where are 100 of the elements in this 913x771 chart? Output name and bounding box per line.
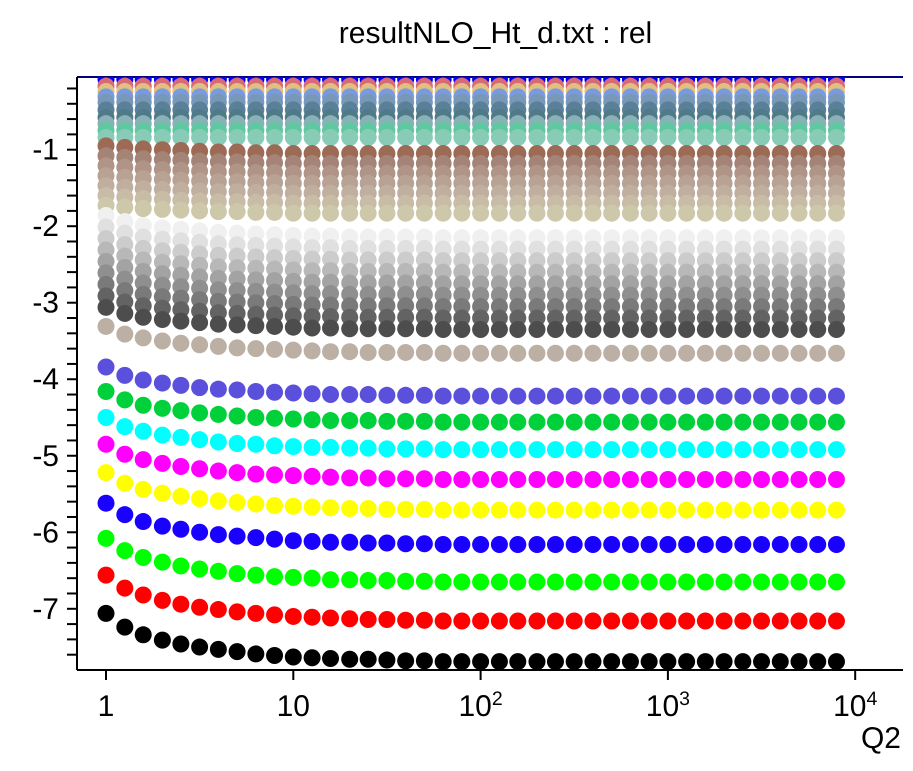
point: [622, 128, 639, 146]
point: [172, 402, 190, 420]
point: [566, 536, 583, 554]
point: [659, 344, 676, 362]
point: [809, 536, 826, 554]
point: [772, 414, 789, 431]
point: [116, 446, 134, 463]
point: [566, 128, 583, 146]
point: [434, 344, 452, 362]
point: [678, 321, 696, 338]
point: [716, 470, 733, 488]
point: [397, 128, 414, 146]
point: [210, 492, 227, 510]
point: [134, 200, 152, 218]
point: [659, 441, 676, 458]
point: [753, 204, 770, 222]
point: [210, 203, 227, 220]
point: [809, 653, 826, 670]
point: [98, 604, 115, 622]
point: [416, 344, 433, 361]
point: [266, 530, 284, 548]
point: [753, 321, 770, 338]
point: [509, 653, 526, 670]
point: [116, 474, 134, 492]
point: [528, 344, 546, 362]
point: [716, 653, 733, 670]
point: [210, 316, 227, 333]
point: [716, 204, 733, 222]
point: [772, 388, 789, 405]
point: [716, 612, 733, 630]
point: [566, 204, 583, 222]
point: [266, 606, 284, 624]
point: [284, 438, 302, 456]
point: [716, 414, 733, 431]
point: [622, 204, 639, 222]
point: [528, 470, 546, 488]
point: [622, 388, 639, 405]
point: [640, 653, 658, 670]
point: [322, 571, 340, 588]
x-axis-title: Q2: [860, 722, 901, 755]
point: [790, 470, 808, 488]
point: [304, 438, 321, 456]
point: [696, 653, 714, 670]
point: [360, 650, 377, 668]
point: [416, 204, 433, 222]
point: [397, 412, 414, 430]
point: [640, 470, 658, 488]
point: [640, 574, 658, 591]
point: [191, 460, 208, 478]
point: [304, 128, 321, 146]
point: [772, 128, 789, 146]
point: [453, 574, 470, 591]
point: [790, 441, 808, 458]
point: [397, 440, 414, 458]
point: [378, 470, 396, 488]
point: [247, 382, 264, 400]
point: [809, 502, 826, 519]
point: [790, 612, 808, 630]
point: [809, 470, 826, 488]
point: [509, 502, 526, 519]
point: [284, 128, 302, 146]
point: [509, 536, 526, 554]
point: [734, 321, 752, 338]
point: [434, 536, 452, 554]
point: [416, 412, 433, 430]
point: [584, 128, 602, 146]
point: [134, 308, 152, 326]
point: [584, 470, 602, 488]
point: [378, 412, 396, 430]
point: [416, 320, 433, 338]
point: [341, 204, 358, 222]
point: [603, 388, 620, 405]
point: [546, 388, 564, 405]
point: [509, 470, 526, 488]
point: [734, 536, 752, 554]
point: [397, 386, 414, 404]
point: [453, 441, 470, 458]
point: [322, 204, 340, 222]
point: [341, 412, 358, 430]
point: [134, 422, 152, 440]
point: [172, 376, 190, 394]
point: [772, 204, 789, 222]
point: [266, 384, 284, 401]
point: [228, 435, 246, 452]
point: [640, 321, 658, 338]
point: [734, 470, 752, 488]
point: [453, 470, 470, 488]
point: [378, 386, 396, 404]
point: [228, 339, 246, 356]
point: [360, 572, 377, 589]
point: [416, 470, 433, 488]
point: [566, 653, 583, 670]
point: [284, 318, 302, 336]
point: [98, 318, 115, 335]
point: [378, 320, 396, 338]
point: [116, 506, 134, 524]
point: [696, 470, 714, 488]
point: [191, 638, 208, 656]
point: [434, 470, 452, 488]
point: [472, 653, 490, 670]
